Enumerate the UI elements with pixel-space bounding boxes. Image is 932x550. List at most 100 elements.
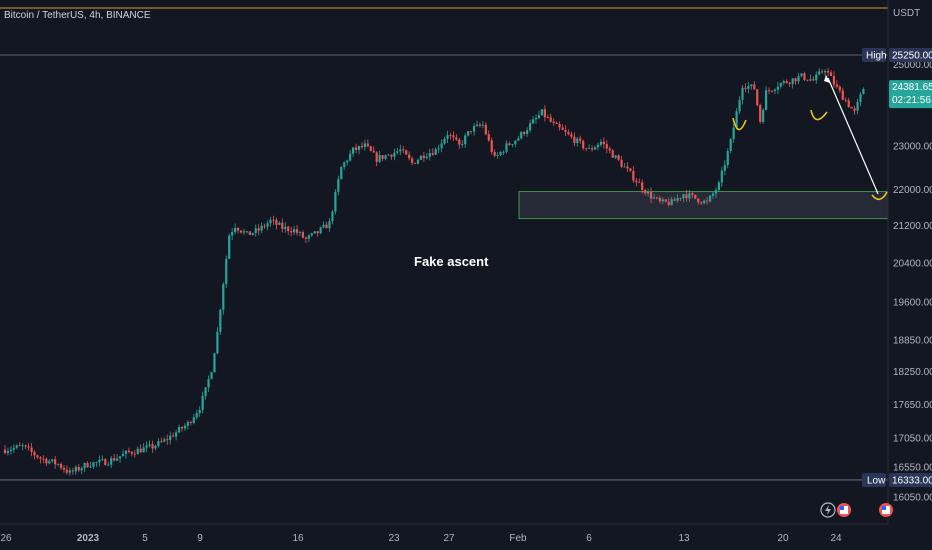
price-tick-label: 23000.00 <box>893 142 932 153</box>
candle <box>83 462 86 473</box>
projection-arrow[interactable] <box>827 77 879 195</box>
flag-icon[interactable] <box>837 503 851 517</box>
candle <box>670 196 673 206</box>
candle-body <box>284 226 287 229</box>
candle-body <box>679 198 682 199</box>
candle-body <box>821 71 824 73</box>
candle <box>520 130 523 140</box>
candle-body <box>753 84 756 90</box>
high-tag: High 25250.00 <box>862 48 932 62</box>
chart-annotation[interactable]: Fake ascent <box>414 254 489 269</box>
candle <box>387 153 390 156</box>
candle <box>779 82 782 89</box>
time-tick-label: 5 <box>142 533 148 544</box>
candle-body <box>635 180 638 183</box>
candle-body <box>561 127 564 130</box>
candle-body <box>714 190 718 194</box>
candle <box>611 148 614 158</box>
candle <box>767 87 771 94</box>
lightning-icon[interactable] <box>820 502 836 518</box>
candle-body <box>641 182 644 190</box>
candle-body <box>747 86 750 89</box>
rounded-bottom-curve[interactable] <box>732 117 747 131</box>
candle-body <box>340 166 343 180</box>
candle-body <box>800 73 803 77</box>
candle-body <box>295 229 299 233</box>
candle <box>107 461 110 467</box>
support-zone[interactable] <box>518 191 889 220</box>
candle <box>467 130 470 137</box>
candle-body <box>741 87 744 100</box>
candle <box>431 148 434 156</box>
candle <box>136 446 139 455</box>
candle-body <box>260 225 263 231</box>
price-tick-label: 17050.00 <box>893 434 932 445</box>
candle-body <box>36 455 39 458</box>
rounded-bottom-curve[interactable] <box>810 109 828 121</box>
candle <box>620 156 623 169</box>
candle <box>228 233 231 260</box>
time-tick-label: 27 <box>443 533 455 544</box>
candle <box>717 180 720 192</box>
candles-layer <box>3 67 865 476</box>
candle-body <box>567 131 570 135</box>
candle-body <box>408 154 411 159</box>
candle <box>443 136 446 146</box>
candle-body <box>175 432 178 437</box>
candle <box>18 442 21 447</box>
candle <box>481 121 484 129</box>
candle <box>679 197 682 202</box>
candle-body <box>163 439 166 442</box>
candle-body <box>658 197 661 202</box>
candle-body <box>773 89 777 91</box>
candle <box>89 461 92 469</box>
candle <box>573 132 576 147</box>
candle-body <box>393 152 396 157</box>
candle <box>316 231 319 237</box>
symbol-title: Bitcoin / TetherUS, 4h, BINANCE <box>4 10 151 21</box>
candle-body <box>626 166 629 169</box>
low-value-badge <box>889 472 932 487</box>
candle-body <box>593 147 597 150</box>
low-value: 16333.00 <box>892 475 932 486</box>
candle-body <box>579 138 582 141</box>
candle <box>54 456 57 469</box>
candle-body <box>71 470 74 472</box>
candle <box>629 168 632 172</box>
candle-body <box>838 86 841 91</box>
candle <box>694 194 697 200</box>
candle-body <box>511 144 514 146</box>
candle <box>48 459 51 465</box>
candle-body <box>723 164 726 171</box>
candle-body <box>762 109 765 122</box>
candle-body <box>110 458 113 465</box>
candle-body <box>357 146 361 150</box>
target-curve[interactable] <box>871 191 888 201</box>
flag-icon[interactable] <box>879 503 893 517</box>
candle-body <box>531 119 535 124</box>
candle-body <box>484 124 487 135</box>
candle <box>416 158 420 165</box>
candle <box>346 159 349 166</box>
time-axis[interactable]: 26 2023 5 9 16 23 27 Feb 6 13 20 24 <box>0 533 842 544</box>
high-value-badge <box>889 48 932 62</box>
candle <box>251 232 254 237</box>
candle-body <box>74 466 77 472</box>
price-axis[interactable]: 25000.0024000.0023000.0022000.0021200.00… <box>887 0 932 524</box>
candle <box>729 138 732 154</box>
candle-body <box>691 193 694 195</box>
candle <box>80 466 83 475</box>
candle <box>127 447 130 454</box>
candle <box>225 255 228 289</box>
candle <box>378 150 381 164</box>
candle <box>526 127 529 137</box>
candle <box>354 143 358 154</box>
candle-body <box>756 89 759 106</box>
candle <box>605 140 608 154</box>
candle <box>295 225 299 236</box>
candle-body <box>272 219 275 221</box>
candle <box>30 443 33 457</box>
candle-body <box>104 459 107 466</box>
candle-body <box>431 153 434 155</box>
